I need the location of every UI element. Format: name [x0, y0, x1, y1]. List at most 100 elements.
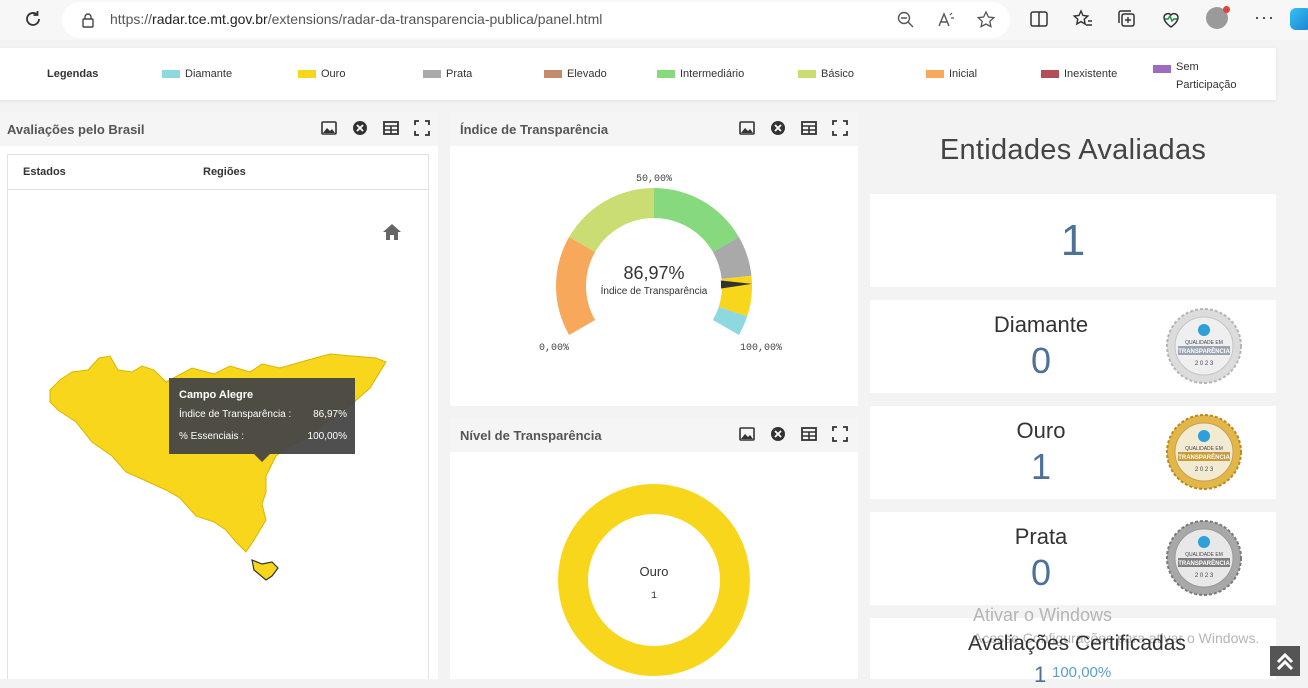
certified-value: 1	[1034, 662, 1047, 687]
legend-swatch	[798, 70, 816, 78]
favorite-star-icon[interactable]	[976, 10, 996, 30]
legend-swatch	[162, 70, 180, 78]
total-value: 1	[1060, 216, 1086, 265]
silver-medal-icon: QUALIDADE EM TRANSPARÊNCIA 2 0 2 3	[1166, 520, 1242, 596]
table-view-icon[interactable]	[382, 119, 400, 137]
gauge-band	[712, 237, 752, 279]
windows-watermark-title: Ativar o Windows	[973, 605, 1113, 625]
more-menu-icon[interactable]: ···	[1254, 7, 1275, 27]
address-bar[interactable]: https://radar.tce.mt.gov.br/extensions/r…	[62, 2, 1010, 38]
total-card: 1	[870, 194, 1276, 287]
level-card-diamante: Diamante 0 QUALIDADE EM TRANSPARÊNCIA 2 …	[870, 300, 1276, 393]
card-value: 0	[1030, 552, 1052, 593]
home-icon[interactable]	[382, 223, 402, 241]
donut-label: Ouro	[640, 564, 669, 579]
panel-header: Índice de Transparência	[450, 112, 858, 146]
level-card-prata: Prata 0 QUALIDADE EM TRANSPARÊNCIA 2 0 2…	[870, 512, 1276, 605]
table-view-icon[interactable]	[800, 425, 818, 443]
fullscreen-icon[interactable]	[413, 119, 431, 137]
diamond-medal-icon: QUALIDADE EM TRANSPARÊNCIA 2 0 2 3	[1166, 308, 1242, 384]
legend-swatch	[423, 70, 441, 78]
legend-swatch	[926, 70, 944, 78]
legend-label: Elevado	[567, 68, 607, 80]
panel-title: Índice de Transparência	[460, 122, 609, 137]
read-aloud-icon[interactable]	[936, 10, 956, 30]
transparency-gauge: 86,97% Índice de Transparência 50,00% 0,…	[539, 174, 782, 354]
gauge-needle	[720, 280, 752, 289]
legend-label: Ouro	[321, 68, 346, 80]
legend-bar: Legendas Diamante Ouro Prata Elevado Int…	[0, 48, 1276, 100]
svg-text:TRANSPARÊNCIA: TRANSPARÊNCIA	[1178, 347, 1230, 355]
url-prefix: https://	[110, 11, 153, 27]
favorites-icon[interactable]	[1072, 8, 1094, 30]
nivel-donut-chart: Ouro 1	[558, 484, 750, 676]
tooltip-row: % Essenciais : 100,00%	[179, 431, 347, 442]
collections-icon[interactable]	[1116, 8, 1138, 30]
gauge-min-label: 0,00%	[539, 343, 569, 354]
reload-icon[interactable]	[22, 8, 44, 30]
municipio-campo-alegre	[251, 559, 279, 581]
svg-text:2 0 2 3: 2 0 2 3	[1195, 361, 1214, 367]
tab-estados[interactable]: Estados	[23, 166, 66, 178]
map-tooltip: Campo Alegre Índice de Transparência : 86…	[169, 378, 355, 454]
nivel-panel: Nível de Transparência Ouro 1	[450, 418, 858, 679]
svg-text:QUALIDADE EM: QUALIDADE EM	[1185, 340, 1223, 346]
legend-item-intermediario: Intermediário	[657, 68, 744, 80]
legend-item-ouro: Ouro	[298, 68, 345, 80]
legend-label: Inexistente	[1064, 68, 1118, 80]
tooltip-row: Índice de Transparência : 86,97%	[179, 409, 347, 420]
tab-regioes[interactable]: Regiões	[203, 166, 246, 178]
tooltip-label: % Essenciais :	[179, 431, 245, 442]
svg-text:TRANSPARÊNCIA: TRANSPARÊNCIA	[1178, 453, 1230, 461]
fullscreen-icon[interactable]	[831, 119, 849, 137]
legend-swatch	[1041, 70, 1059, 78]
legend-item-elevado: Elevado	[544, 68, 607, 80]
state-map-alagoas[interactable]	[40, 272, 400, 662]
close-circle-icon[interactable]	[769, 119, 787, 137]
gauge-band	[569, 188, 654, 252]
heartbeat-icon[interactable]	[1160, 8, 1182, 30]
image-export-icon[interactable]	[738, 425, 756, 443]
scroll-top-icon[interactable]	[1270, 646, 1300, 676]
fullscreen-icon[interactable]	[831, 425, 849, 443]
level-card-ouro: Ouro 1 QUALIDADE EM TRANSPARÊNCIA 2 0 2 …	[870, 406, 1276, 499]
tooltip-arrow	[254, 454, 270, 462]
zoom-out-icon[interactable]	[896, 10, 916, 30]
edge-copilot-icon[interactable]	[1290, 8, 1308, 30]
image-export-icon[interactable]	[320, 119, 338, 137]
notification-dot	[1223, 6, 1230, 13]
table-view-icon[interactable]	[800, 119, 818, 137]
panel-toolbar	[320, 119, 431, 137]
gold-medal-icon: QUALIDADE EM TRANSPARÊNCIA 2 0 2 3	[1166, 414, 1242, 490]
url-host: radar.tce.mt.gov.br	[152, 11, 268, 27]
windows-watermark-text: Acesse Configurações para ativar o Windo…	[973, 630, 1260, 646]
split-screen-icon[interactable]	[1028, 8, 1050, 30]
svg-text:QUALIDADE EM: QUALIDADE EM	[1185, 552, 1223, 558]
gauge-band	[712, 307, 748, 335]
legend-label: Intermediário	[680, 68, 745, 80]
legend-label: Inicial	[949, 68, 978, 80]
legend-item-inexistente: Inexistente	[1041, 68, 1117, 80]
lock-icon[interactable]	[80, 12, 96, 28]
close-circle-icon[interactable]	[769, 425, 787, 443]
card-label: Prata	[1014, 524, 1068, 549]
profile-avatar[interactable]	[1206, 7, 1228, 29]
gauge-caption: Índice de Transparência	[601, 284, 708, 297]
legend-swatch	[298, 70, 316, 78]
svg-text:TRANSPARÊNCIA: TRANSPARÊNCIA	[1178, 559, 1230, 567]
card-label: Ouro	[1016, 418, 1066, 443]
legend-label: Prata	[446, 68, 473, 80]
panel-title: Avaliações pelo Brasil	[7, 122, 145, 137]
tooltip-value: 100,00%	[307, 431, 347, 442]
tooltip-label: Índice de Transparência :	[179, 409, 292, 420]
url-text[interactable]: https://radar.tce.mt.gov.br/extensions/r…	[110, 11, 602, 27]
close-circle-icon[interactable]	[351, 119, 369, 137]
gauge-max-label: 100,00%	[740, 343, 782, 354]
panel-header: Avaliações pelo Brasil	[0, 112, 438, 146]
legend-swatch	[657, 70, 675, 78]
entidades-title: Entidades Avaliadas	[939, 134, 1207, 166]
image-export-icon[interactable]	[738, 119, 756, 137]
legend-swatch	[1153, 65, 1171, 73]
legend-swatch	[544, 70, 562, 78]
map-tabs: Estados Regiões	[8, 155, 428, 190]
